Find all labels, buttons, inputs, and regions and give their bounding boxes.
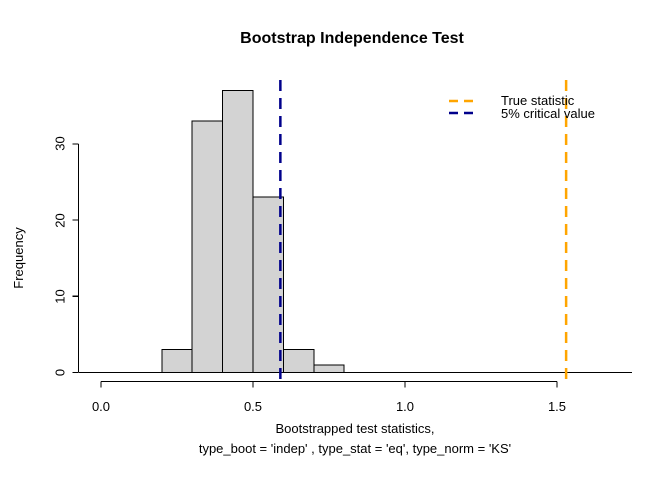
y-tick-label: 30 bbox=[52, 136, 68, 152]
critical-value-dash-icon bbox=[449, 111, 476, 115]
x-tick-label: 1.0 bbox=[395, 399, 415, 414]
x-tick-label: 0.0 bbox=[91, 399, 111, 414]
x-tick-label: 1.5 bbox=[547, 399, 567, 414]
x-axis-label-line2: type_boot = 'indep' , type_stat = 'eq', … bbox=[198, 441, 512, 456]
legend-label-critical-value: 5% critical value bbox=[501, 105, 595, 121]
legend-label-true-statistic: True statistic bbox=[501, 93, 575, 108]
histogram-bar bbox=[161, 349, 193, 374]
legend-item-true-statistic: True statistic bbox=[449, 94, 574, 107]
x-axis-label-line1: Bootstrapped test statistics, bbox=[275, 421, 435, 436]
y-tick-label: 20 bbox=[52, 212, 68, 228]
y-tick-label: 0 bbox=[52, 368, 68, 377]
histogram-bar bbox=[252, 196, 284, 373]
chart-title: Bootstrap Independence Test bbox=[240, 30, 464, 47]
y-tick-label: 10 bbox=[52, 289, 68, 304]
true-statistic-dash-icon bbox=[449, 99, 476, 102]
legend-item-critical-value: 5% critical value bbox=[449, 107, 595, 120]
histogram-bar bbox=[282, 349, 315, 374]
histogram-bar bbox=[191, 120, 224, 374]
histogram-bar bbox=[313, 364, 345, 374]
x-tick-label: 0.5 bbox=[243, 399, 263, 414]
histogram-bar bbox=[222, 90, 254, 373]
